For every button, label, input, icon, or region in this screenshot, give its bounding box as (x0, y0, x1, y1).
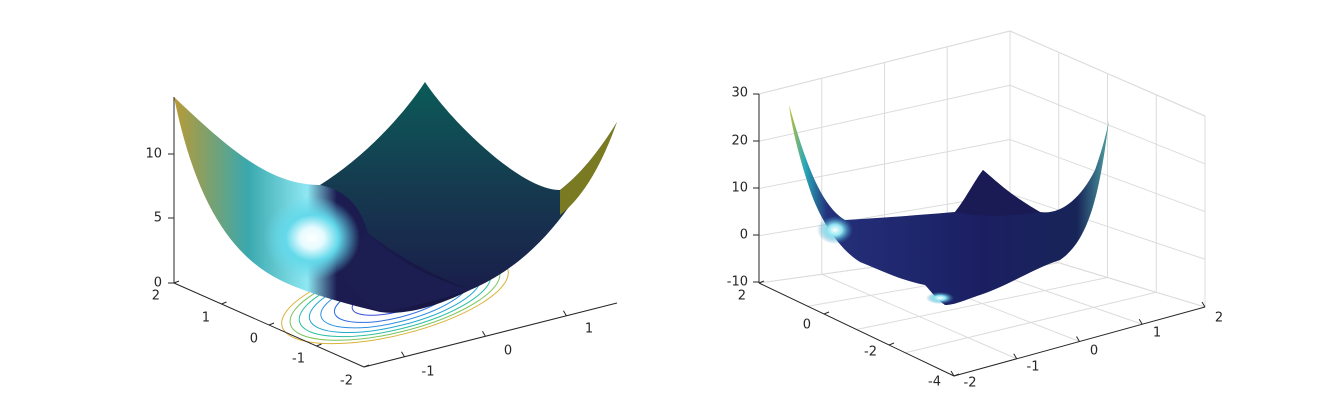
tick-marks (753, 93, 1206, 377)
z-tick-label: 5 (154, 211, 162, 226)
x-axis-line (363, 302, 618, 368)
x-tick-label: -1 (422, 365, 435, 380)
x-tick-label: -2 (964, 376, 977, 391)
y-tick (316, 343, 322, 347)
y-tick (268, 322, 275, 326)
z-tick-label: 10 (731, 181, 748, 196)
floor-gridline (856, 277, 1108, 330)
surface-right (789, 105, 1109, 305)
surface-back-patch (320, 82, 617, 306)
specular-highlight (926, 292, 954, 304)
y-tick-label: -4 (928, 375, 941, 390)
x-tick-label: -1 (1027, 360, 1040, 375)
x-tick (1013, 353, 1018, 360)
y-tick-label: -1 (292, 352, 305, 367)
z-tick-label: 10 (145, 147, 162, 162)
x-tick (482, 331, 486, 337)
y-tick-label: 0 (250, 332, 258, 347)
x-tick (562, 310, 567, 317)
surface-main-patch (789, 105, 1109, 305)
x-tick (401, 351, 405, 358)
y-tick (823, 311, 830, 315)
x-tick-label: 0 (1090, 344, 1098, 359)
surface-plot-right: -10 0 10 20 30 2 0 -2 -4 -2 -1 0 1 2 (727, 30, 1223, 391)
y-tick (173, 280, 180, 284)
z-tick-label: 0 (740, 228, 748, 243)
y-axis-line (758, 282, 955, 377)
y-tick (221, 301, 227, 305)
x-tick (1201, 301, 1206, 308)
y-tick-label: 2 (152, 289, 160, 304)
surface-plot-left: 0 5 10 2 1 0 -1 -2 -1 0 1 (145, 82, 618, 389)
tick-marks (168, 153, 567, 368)
x-tick-label: 0 (504, 344, 512, 359)
z-tick-label: 30 (731, 86, 748, 101)
x-tick (1138, 318, 1143, 325)
z-tick-label: 0 (154, 276, 162, 291)
y-tick-label: 1 (202, 311, 210, 326)
surface-right-patch (560, 122, 617, 215)
specular-highlight (264, 196, 360, 280)
y-tick-label: -2 (340, 374, 353, 389)
y-tick-label: -2 (864, 345, 877, 360)
y-tick (363, 364, 370, 368)
y-tick (758, 280, 765, 284)
x-tick-label: 1 (1153, 326, 1161, 341)
z-tick-label: 20 (731, 134, 748, 149)
x-tick (1076, 336, 1080, 342)
x-tick-label: 2 (1215, 311, 1223, 326)
x-tick-label: 1 (585, 322, 593, 337)
y-tick-label: 2 (738, 289, 746, 304)
y-tick-label: 0 (803, 318, 811, 333)
surface-left (174, 82, 617, 313)
surface-ridge-patch (955, 170, 1040, 216)
y-tick (888, 342, 895, 346)
z-tick-label: -10 (727, 275, 748, 290)
floor-gridline (905, 291, 1157, 354)
surface-fold (340, 233, 470, 312)
y-tick (953, 373, 960, 377)
specular-highlight (817, 216, 853, 244)
x-tick (950, 370, 955, 377)
